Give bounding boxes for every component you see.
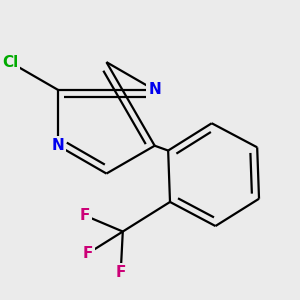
Text: Cl: Cl (2, 55, 18, 70)
Text: F: F (116, 265, 126, 280)
Text: N: N (52, 138, 64, 153)
Text: N: N (148, 82, 161, 98)
Text: F: F (83, 246, 94, 261)
Text: F: F (80, 208, 91, 223)
